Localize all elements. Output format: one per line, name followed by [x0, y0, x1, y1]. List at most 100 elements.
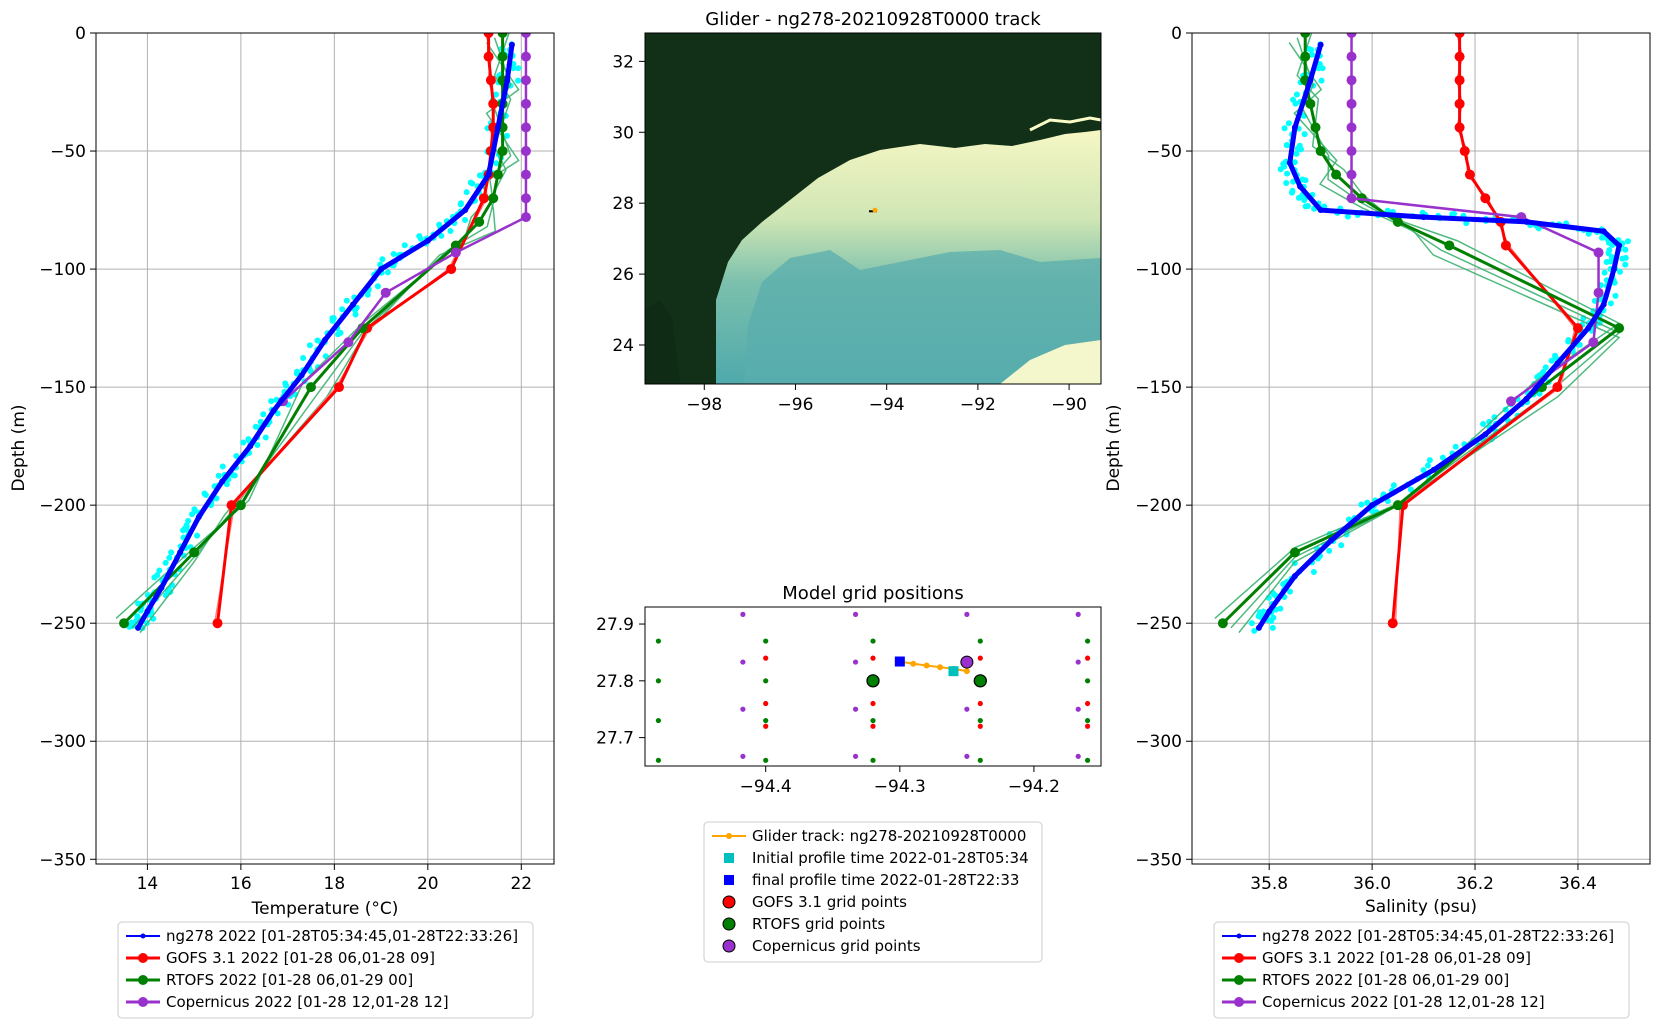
- grid-legend-label-track: Glider track: ng278-20210928T0000: [752, 827, 1026, 845]
- grid-xtick-label: −94.4: [740, 777, 792, 797]
- salinity-gridlines: [1192, 32, 1650, 864]
- temperature-glider-line: [135, 44, 515, 630]
- temperature-glider-point: [158, 584, 165, 591]
- temperature-copernicus-point: [520, 146, 531, 157]
- rtofs-grid-point: [763, 757, 769, 763]
- copernicus-grid-point: [1075, 706, 1081, 712]
- rtofs-grid-point: [655, 757, 662, 763]
- salinity-raw-glider-point: [1310, 569, 1317, 576]
- temperature-glider-point: [494, 124, 501, 131]
- salinity-raw-glider-point: [1407, 486, 1414, 493]
- temperature-rtofs-point: [119, 618, 130, 629]
- temperature-raw-glider-point: [352, 311, 359, 318]
- salinity-raw-glider-point: [1283, 142, 1290, 149]
- temperature-glider-point: [270, 407, 277, 414]
- salinity-gofs-point: [1480, 193, 1491, 204]
- model-grid-panel: Model grid positions −94.4 −94.3 −94.2 27.9…: [596, 583, 1102, 797]
- salinity-glider-point: [1610, 266, 1617, 273]
- temperature-raw-glider-point: [457, 201, 464, 208]
- temperature-raw-glider-point: [335, 331, 342, 338]
- gofs-grid-point: [977, 655, 983, 661]
- temperature-raw-glider-point: [329, 317, 336, 324]
- salinity-rtofs-ensemble-line: [1214, 33, 1621, 620]
- salinity-raw-glider-point: [1298, 146, 1305, 153]
- salinity-gofs-ensemble-line: [1394, 33, 1576, 624]
- temperature-rtofs-point: [497, 51, 508, 62]
- salinity-raw-glider-point: [1390, 482, 1397, 489]
- temperature-xtick-label: 16: [230, 874, 252, 894]
- temperature-copernicus-point: [520, 193, 531, 204]
- salinity-raw-glider-point: [1293, 91, 1300, 98]
- grid-ytick-label: 27.7: [596, 729, 634, 749]
- temperature-glider-point: [219, 478, 226, 485]
- salinity-xtick-label: 36.0: [1353, 874, 1391, 894]
- temperature-raw-glider-point: [306, 342, 313, 349]
- map-axes-frame: [644, 32, 1102, 385]
- temperature-copernicus-point: [520, 212, 531, 223]
- grid-title: Model grid positions: [782, 583, 963, 604]
- salinity-axes-frame: [1191, 32, 1651, 865]
- gofs-grid-point: [870, 723, 876, 729]
- temperature-glider-point: [504, 77, 511, 84]
- temperature-raw-glider-point: [215, 472, 222, 479]
- map-panel: Glider - ng278-20210928T0000 track −98 −9…: [612, 9, 1102, 415]
- salinity-raw-glider-point: [1299, 176, 1306, 183]
- map-track-point: [872, 207, 878, 213]
- map-ytick-label: 28: [612, 194, 634, 214]
- temperature-glider-point: [177, 549, 184, 556]
- temperature-raw-glider-point: [343, 297, 350, 304]
- grid-legend-label-rtofs: RTOFS grid points: [752, 915, 885, 933]
- salinity-raw-glider-point: [1285, 120, 1292, 127]
- temperature-legend-label-glider: ng278 2022 [01-28T05:34:45,01-28T22:33:2…: [166, 927, 518, 945]
- temperature-raw-glider-point: [245, 436, 252, 443]
- salinity-glider-point: [1297, 183, 1304, 190]
- temperature-raw-glider-point: [151, 574, 158, 581]
- glider-track-point: [963, 668, 970, 675]
- temperature-rtofs-point: [488, 193, 499, 204]
- salinity-copernicus-point: [1588, 337, 1599, 348]
- salinity-rtofs-line: [1221, 33, 1622, 625]
- temperature-raw-glider-point: [233, 453, 240, 460]
- temperature-panel: 14 16 18 20 22 0 −50 −100 −150 −200 −250 −300 −350 T…: [9, 24, 555, 919]
- temperature-glider-point: [144, 608, 151, 615]
- temperature-rtofs-point: [497, 33, 508, 38]
- salinity-ytick-label: −200: [1135, 496, 1182, 516]
- salinity-glider-point: [1420, 214, 1427, 221]
- copernicus-grid-point: [852, 753, 859, 759]
- copernicus-grid-point: [740, 706, 746, 712]
- salinity-glider-point: [1585, 325, 1592, 332]
- salinity-rtofs-point: [1315, 146, 1326, 157]
- temperature-legend: ng278 2022 [01-28T05:34:45,01-28T22:33:2…: [117, 921, 534, 1019]
- salinity-raw-glider-point: [1248, 620, 1255, 627]
- salinity-copernicus-point: [1346, 169, 1357, 180]
- temperature-ylabel: Depth (m): [9, 404, 29, 491]
- rtofs-grid-point: [1084, 678, 1091, 684]
- temperature-raw-glider-point: [293, 370, 300, 377]
- temperature-raw-glider-point: [339, 306, 346, 313]
- salinity-raw-glider-point: [1277, 605, 1284, 612]
- salinity-copernicus-point: [1346, 98, 1357, 109]
- salinity-gofs-point: [1572, 323, 1583, 334]
- temperature-gofs-point: [446, 264, 457, 275]
- salinity-glider-point: [1327, 537, 1334, 544]
- legend-key-initial-marker: [724, 853, 734, 863]
- map-ytick-label: 24: [612, 336, 634, 356]
- salinity-gofs-point: [1464, 169, 1475, 180]
- salinity-raw-glider-point: [1480, 421, 1487, 428]
- temperature-gofs-point: [483, 33, 494, 38]
- copernicus-grid-point: [1075, 659, 1081, 665]
- map-xtick-label: −90: [1051, 395, 1087, 415]
- copernicus-grid-point: [740, 611, 746, 617]
- map-title: Glider - ng278-20210928T0000 track: [705, 9, 1041, 30]
- salinity-raw-glider-point: [1283, 179, 1290, 186]
- temperature-raw-glider-point: [189, 511, 196, 518]
- temperature-gofs-point: [488, 98, 499, 109]
- temperature-glider-point: [195, 513, 202, 520]
- temperature-gofs-line: [216, 33, 495, 624]
- temperature-glider-point: [462, 207, 469, 214]
- salinity-raw-glider-point: [1542, 364, 1549, 371]
- legend-key-final-marker: [724, 875, 734, 885]
- temperature-gofs-point: [212, 618, 223, 629]
- temperature-raw-glider-point: [384, 269, 391, 276]
